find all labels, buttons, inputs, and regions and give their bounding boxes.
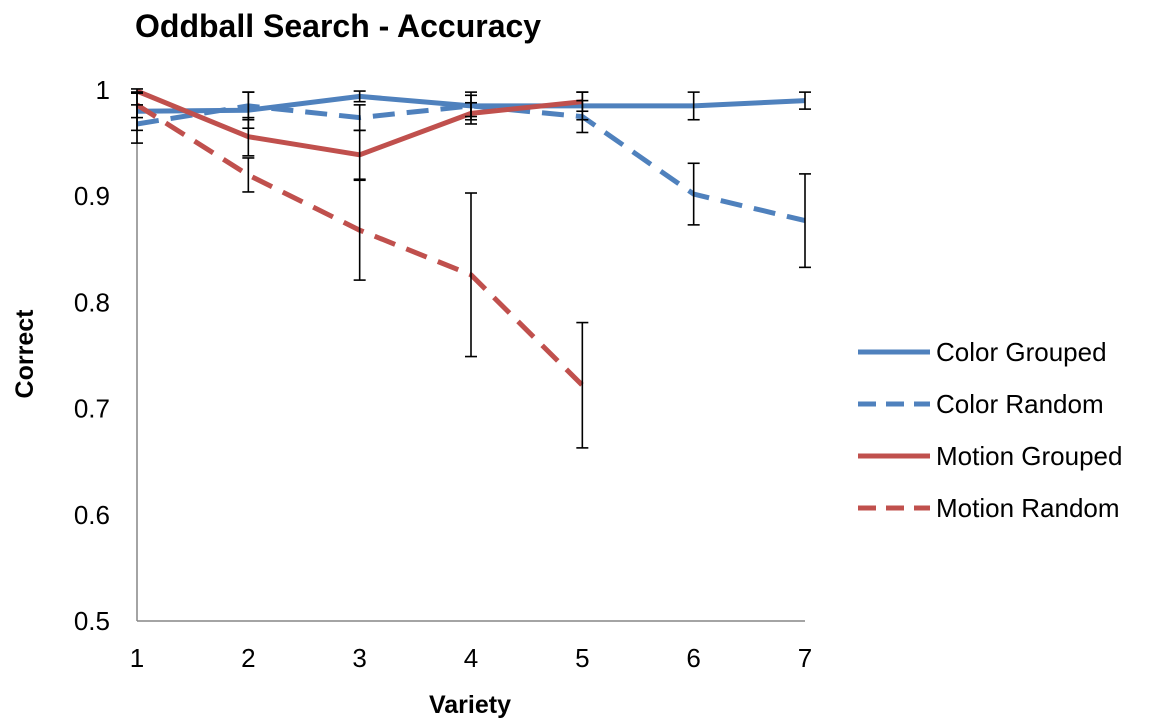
x-tick-label: 7 — [798, 643, 812, 673]
error-bar — [799, 173, 811, 269]
legend-label: Motion Grouped — [936, 441, 1122, 471]
legend-item-color-random: Color Random — [858, 389, 1104, 419]
x-tick-label: 2 — [241, 643, 255, 673]
legend-label: Color Grouped — [936, 337, 1107, 367]
x-tick-label: 4 — [464, 643, 478, 673]
x-tick-label: 6 — [686, 643, 700, 673]
error-bar — [687, 91, 700, 121]
y-tick-label: 1 — [96, 75, 110, 105]
y-tick-label: 0.5 — [74, 606, 110, 636]
error-bar — [576, 321, 589, 449]
error-bar — [353, 179, 366, 281]
legend-label: Color Random — [936, 389, 1104, 419]
x-tick-label: 5 — [575, 643, 589, 673]
legend: Color Grouped Color Random Motion Grouped M… — [858, 337, 1122, 523]
legend-item-color-grouped: Color Grouped — [858, 337, 1107, 367]
y-tick-label: 0.9 — [74, 181, 110, 211]
error-bar — [353, 129, 366, 181]
error-bar — [353, 90, 366, 103]
y-axis-title: Correct — [11, 309, 39, 399]
legend-label: Motion Random — [936, 493, 1120, 523]
legend-item-motion-random: Motion Random — [858, 493, 1120, 523]
error-bar — [799, 91, 811, 110]
error-bar — [242, 116, 255, 157]
x-axis-title: Variety — [429, 691, 511, 719]
y-tick-label: 0.8 — [74, 287, 110, 317]
error-bars — [131, 88, 811, 449]
x-tick-label: 1 — [130, 643, 144, 673]
error-bar — [242, 157, 255, 193]
chart-title: Oddball Search - Accuracy — [135, 8, 541, 44]
y-tick-label: 0.7 — [74, 394, 110, 424]
error-bar — [687, 162, 700, 226]
error-bar — [131, 91, 143, 119]
legend-item-motion-grouped: Motion Grouped — [858, 441, 1122, 471]
axes: 0.5 0.6 0.7 0.8 0.9 1 1 2 3 4 5 6 7 — [74, 75, 812, 673]
error-bar — [576, 91, 589, 113]
x-tick-label: 3 — [352, 643, 366, 673]
error-bar — [465, 101, 477, 125]
error-bar — [465, 192, 477, 358]
y-tick-label: 0.6 — [74, 500, 110, 530]
